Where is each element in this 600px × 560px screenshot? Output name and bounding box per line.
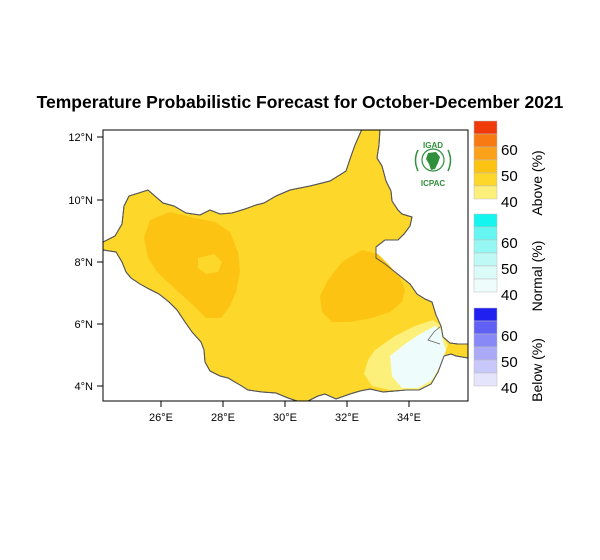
inner-boundary: [427, 314, 442, 345]
lat-axis: 12°N 10°N 8°N 6°N 4°N: [68, 132, 103, 393]
map-region: [103, 130, 468, 401]
legend-normal-swatch: [473, 213, 498, 228]
legend-normal-label: 50: [501, 261, 518, 278]
legend-above-title: Above (%): [529, 150, 545, 215]
legend-below-swatch: [473, 307, 498, 322]
legend-normal-label: 40: [501, 287, 518, 304]
above-40-hole: [198, 254, 222, 274]
legend-below-swatch: [473, 346, 498, 361]
legend-below: [473, 307, 498, 387]
legend-above-label: 40: [501, 194, 518, 211]
logo-top-text: IGAD: [423, 141, 443, 150]
legend-normal-swatch: [473, 278, 498, 293]
country-boundary: [103, 130, 468, 401]
lon-tick-label: 26°E: [149, 412, 173, 424]
legend-normal-title: Normal (%): [529, 241, 545, 312]
legend-above-swatch: [473, 172, 498, 187]
legend: 60 50 40 60 50 40 60 50 40 Above (%) Nor…: [473, 120, 545, 402]
legend-normal-swatch: [473, 252, 498, 267]
lat-tick-label: 8°N: [75, 257, 94, 269]
above-50-patch-west: [144, 212, 240, 318]
lon-tick-label: 30°E: [273, 412, 297, 424]
legend-below-title: Below (%): [529, 338, 545, 402]
legend-above-swatch: [473, 146, 498, 161]
legend-above-swatch: [473, 133, 498, 148]
legend-normal-swatch: [473, 239, 498, 254]
legend-above: [473, 120, 498, 200]
legend-normal-swatch: [473, 226, 498, 241]
logo-bottom-text: ICPAC: [421, 179, 446, 188]
legend-above-label: 60: [501, 142, 518, 159]
laurel-right-icon: [447, 149, 452, 172]
legend-below-swatch: [473, 372, 498, 387]
lon-tick-label: 28°E: [211, 412, 235, 424]
lon-axis: 26°E 28°E 30°E 32°E 34°E: [149, 401, 421, 424]
legend-below-swatch: [473, 333, 498, 348]
legend-normal: [473, 213, 498, 293]
africa-map-icon: [426, 152, 440, 170]
lat-tick-label: 6°N: [75, 319, 94, 331]
legend-below-swatch: [473, 320, 498, 335]
legend-below-label: 40: [501, 380, 518, 397]
legend-below-swatch: [473, 359, 498, 374]
lon-tick-label: 32°E: [335, 412, 359, 424]
above-50-patch-east: [320, 250, 405, 322]
laurel-left-icon: [414, 149, 419, 172]
legend-above-swatch: [473, 185, 498, 200]
lat-tick-label: 10°N: [68, 195, 93, 207]
lon-tick-label: 34°E: [397, 412, 421, 424]
lat-tick-label: 12°N: [68, 132, 93, 144]
lat-tick-label: 4°N: [75, 381, 94, 393]
legend-below-label: 50: [501, 354, 518, 371]
legend-normal-label: 60: [501, 235, 518, 252]
legend-normal-swatch: [473, 265, 498, 280]
legend-below-label: 60: [501, 328, 518, 345]
map-title: Temperature Probabilistic Forecast for O…: [36, 92, 564, 112]
legend-above-swatch: [473, 159, 498, 174]
legend-above-label: 50: [501, 168, 518, 185]
icpac-logo: IGAD ICPAC: [414, 141, 452, 188]
legend-above-swatch: [473, 120, 498, 135]
